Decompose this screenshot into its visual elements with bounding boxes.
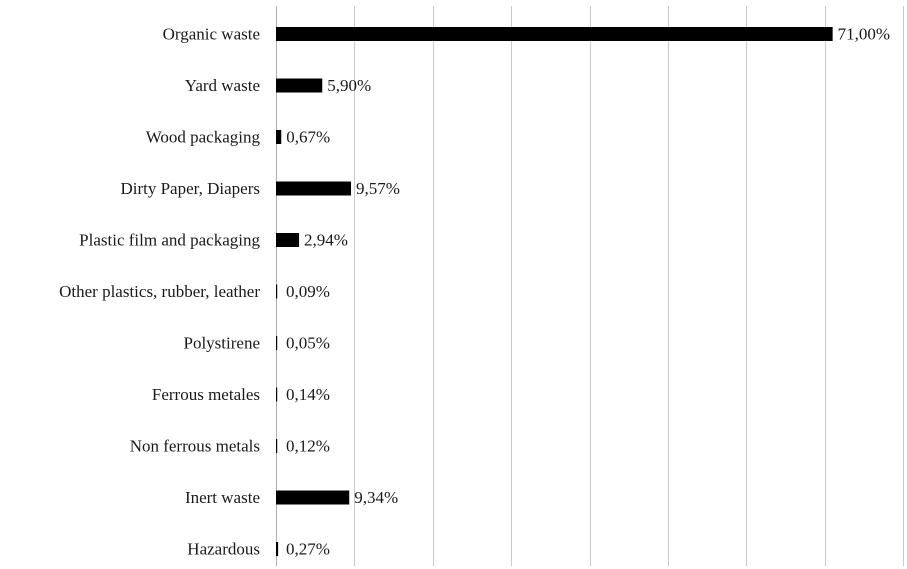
bars bbox=[276, 27, 833, 556]
bar bbox=[276, 130, 282, 144]
bar bbox=[276, 542, 279, 556]
data-label: 0,27% bbox=[286, 540, 330, 559]
bar bbox=[276, 336, 278, 350]
category-label: Polystirene bbox=[184, 334, 261, 353]
bar bbox=[276, 78, 323, 93]
category-label: Inert waste bbox=[185, 488, 260, 507]
category-label: Wood packaging bbox=[146, 128, 261, 147]
bar bbox=[276, 27, 833, 41]
category-labels: Organic waste Yard waste Wood packaging Dir… bbox=[59, 25, 260, 559]
data-label: 9,57% bbox=[356, 179, 400, 198]
category-label: Dirty Paper, Diapers bbox=[120, 179, 260, 198]
data-label: 5,90% bbox=[327, 76, 371, 95]
category-label: Non ferrous metals bbox=[130, 437, 260, 456]
category-label: Other plastics, rubber, leather bbox=[59, 282, 260, 301]
data-label: 0,14% bbox=[286, 385, 330, 404]
gridlines bbox=[276, 6, 904, 566]
bar bbox=[276, 490, 350, 505]
data-label: 2,94% bbox=[304, 231, 348, 250]
category-label: Ferrous metales bbox=[152, 385, 260, 404]
data-label: 0,09% bbox=[286, 282, 330, 301]
data-label: 0,67% bbox=[286, 128, 330, 147]
data-label: 9,34% bbox=[354, 488, 398, 507]
category-label: Hazardous bbox=[187, 540, 260, 559]
bar bbox=[276, 181, 352, 196]
bar bbox=[276, 439, 278, 453]
bar bbox=[276, 233, 300, 247]
category-label: Organic waste bbox=[163, 25, 260, 44]
data-labels: 71,00% 5,90% 0,67% 9,57% 2,94% 0,09% 0,05% 0,14… bbox=[286, 25, 890, 559]
data-label: 71,00% bbox=[838, 25, 890, 44]
bar bbox=[276, 284, 278, 299]
data-label: 0,12% bbox=[286, 437, 330, 456]
category-label: Plastic film and packaging bbox=[79, 231, 260, 250]
category-label: Yard waste bbox=[185, 76, 260, 95]
bar bbox=[276, 387, 278, 402]
data-label: 0,05% bbox=[286, 334, 330, 353]
